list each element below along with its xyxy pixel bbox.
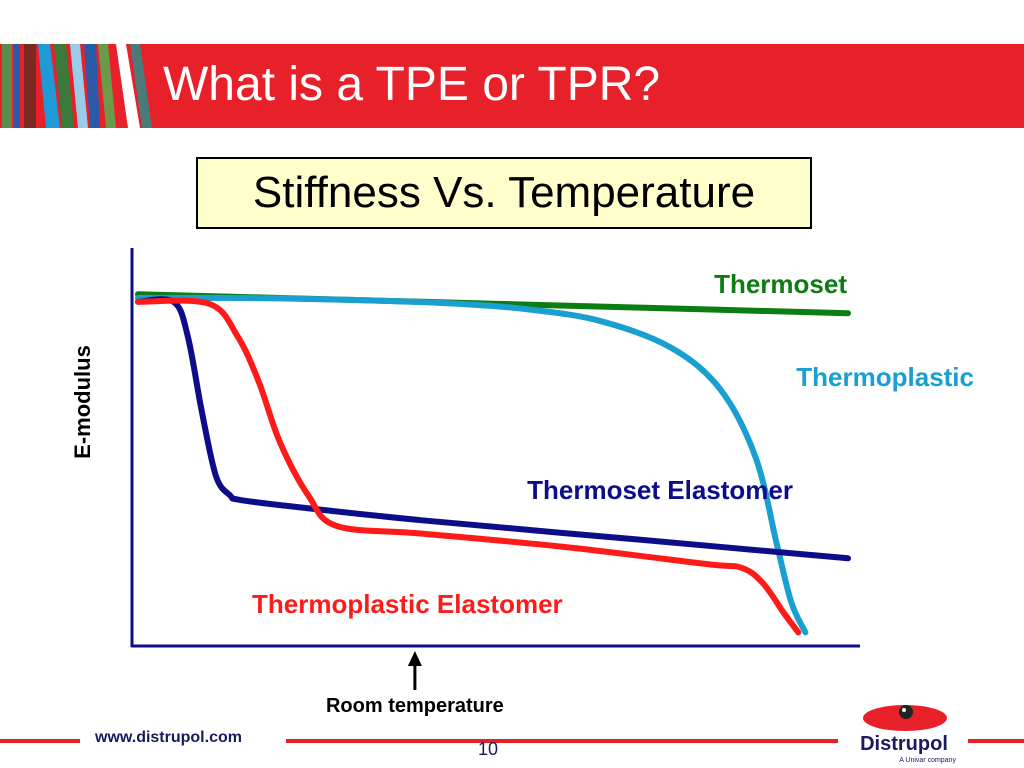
room-temperature-label: Room temperature <box>326 695 504 717</box>
series-label-thermoset-elastomer: Thermoset Elastomer <box>527 475 793 505</box>
footer-line-left <box>0 739 80 743</box>
footer-line-far-right <box>968 739 1024 743</box>
logo-ball-icon <box>899 705 913 719</box>
page-number: 10 <box>477 739 499 759</box>
series-label-thermoplastic: Thermoplastic <box>796 362 974 392</box>
room-temperature-arrow-icon <box>407 651 422 666</box>
chart-axes: E-modulus <box>70 248 860 648</box>
series-line-thermoplastic <box>135 294 809 636</box>
footer-url-link[interactable]: www.distrupol.com <box>95 729 242 746</box>
distrupol-logo: Distrupol A Univar company <box>860 705 956 764</box>
header-bar <box>0 44 1024 128</box>
decorative-stripes <box>2 44 152 128</box>
footer-line-right <box>286 739 838 743</box>
y-axis-label: E-modulus <box>70 345 95 459</box>
chart-title-box: Stiffness Vs. Temperature <box>196 157 812 229</box>
series-label-thermoplastic-elastomer: Thermoplastic Elastomer <box>252 589 563 619</box>
series-label-thermoset: Thermoset <box>714 269 847 299</box>
logo-name: Distrupol <box>860 733 948 755</box>
series-line-thermoplastic-elastomer <box>135 297 802 636</box>
logo-tagline: A Univar company <box>899 757 956 764</box>
chart-series-layer <box>135 291 851 636</box>
chart-title: Stiffness Vs. Temperature <box>252 168 756 217</box>
slide-title: What is a TPE or TPR? <box>163 58 661 111</box>
chart-labels-layer: Thermoset Thermoplastic Thermoset Elastome… <box>252 269 974 717</box>
series-line-thermoset-elastomer <box>135 296 851 562</box>
